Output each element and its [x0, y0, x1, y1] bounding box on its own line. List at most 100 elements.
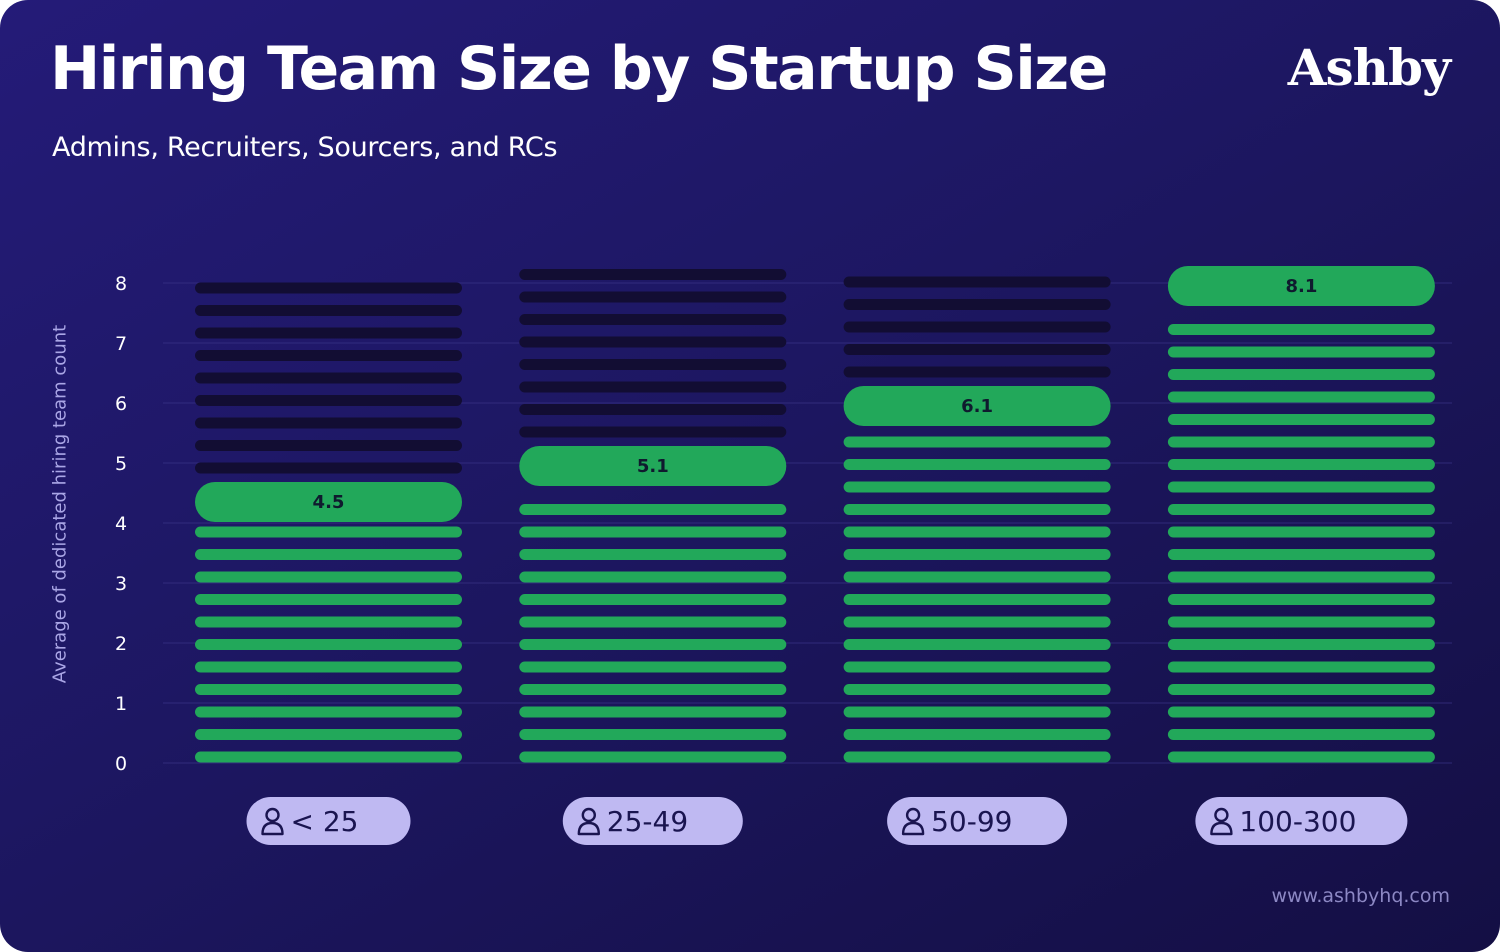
x-category-label: 50-99: [931, 805, 1012, 838]
bar-segment-empty: [195, 395, 462, 406]
bar-segment-filled: [1167, 346, 1435, 358]
bar-segment-filled: [519, 549, 787, 560]
bar-segment-filled: [1167, 526, 1435, 538]
bar-segment-empty: [195, 305, 462, 316]
bar-segment-filled: [1167, 661, 1435, 673]
y-tick-label: 1: [115, 693, 127, 715]
y-tick-label: 5: [115, 453, 127, 475]
bar-value-label: 4.5: [313, 492, 345, 513]
bar-segment-empty: [519, 426, 787, 438]
bar-segment-filled: [519, 526, 787, 538]
category-pill-background: [1195, 797, 1408, 845]
bar-segment-filled: [1167, 571, 1435, 583]
bar-value-cap: [519, 446, 787, 486]
bar-segment-empty: [519, 336, 787, 348]
bar-segment-filled: [1167, 481, 1435, 493]
y-tick-label: 7: [115, 333, 127, 355]
y-tick-label: 4: [115, 513, 127, 535]
bar-segment-filled: [843, 459, 1111, 470]
bar-segment-filled: [843, 481, 1111, 493]
bar-value-label: 6.1: [961, 396, 993, 417]
bar-segment-filled: [195, 616, 462, 628]
bar-segment-filled: [1167, 324, 1435, 335]
bar-segment-filled: [843, 616, 1111, 628]
bar-segment-filled: [519, 639, 787, 650]
bar-segment-filled: [195, 706, 462, 718]
bar-segment-filled: [519, 594, 787, 605]
bar-segment-empty: [843, 299, 1111, 310]
bar-segment-empty: [843, 276, 1111, 288]
bar-segment-filled: [519, 751, 787, 763]
category-pill: 50-99: [887, 797, 1068, 845]
person-icon: [1210, 807, 1233, 836]
bar-segment-filled: [1167, 369, 1435, 380]
bar-segment-filled: [843, 661, 1111, 673]
bar-segment-filled: [519, 706, 787, 718]
bar-segment-empty: [519, 291, 787, 303]
bar-segment-empty: [195, 350, 462, 361]
bar: 5.1: [519, 269, 787, 763]
y-tick-label: 3: [115, 573, 127, 595]
bar-segment-filled: [1167, 436, 1435, 448]
bar-segment-empty: [195, 282, 462, 294]
x-category-label: < 25: [291, 805, 359, 838]
bar-segment-filled: [843, 526, 1111, 538]
bar: 4.5: [195, 282, 462, 763]
bar-segment-filled: [195, 729, 462, 740]
bar-segment-filled: [843, 639, 1111, 650]
category-pill-background: [562, 797, 743, 845]
bar-segment-empty: [195, 417, 462, 429]
bars: 4.5 5.1 6.1 8.1: [195, 266, 1435, 763]
bar-segment-filled: [1167, 729, 1435, 740]
bar-segment-filled: [843, 436, 1111, 448]
bar-segment-filled: [843, 549, 1111, 560]
bar-value-cap: [1167, 266, 1435, 306]
bar-segment-filled: [1167, 391, 1435, 403]
bar-segment-filled: [1167, 594, 1435, 605]
bar-segment-filled: [195, 684, 462, 695]
chart-subtitle: Admins, Recruiters, Sourcers, and RCs: [52, 132, 558, 163]
bar-segment-filled: [843, 751, 1111, 763]
x-category-label: 100-300: [1239, 805, 1356, 838]
bar-value-cap: [195, 482, 462, 522]
bar-segment-empty: [843, 366, 1111, 378]
bar-segment-filled: [195, 639, 462, 650]
bar-segment-filled: [1167, 684, 1435, 695]
bar-segment-filled: [1167, 639, 1435, 650]
brand-logo: Ashby: [1287, 38, 1451, 97]
bar-segment-filled: [195, 526, 462, 538]
bar-segment-empty: [519, 359, 787, 370]
bar-segment-filled: [1167, 706, 1435, 718]
bar-segment-empty: [843, 344, 1111, 355]
person-icon: [261, 807, 284, 836]
bar-segment-empty: [195, 462, 462, 474]
bar-segment-filled: [843, 504, 1111, 515]
bar-segment-empty: [519, 381, 787, 393]
bar-segment-empty: [195, 327, 462, 339]
bar-segment-empty: [843, 321, 1111, 333]
bar-segment-empty: [519, 404, 787, 415]
bar-segment-filled: [843, 571, 1111, 583]
category-pill-background: [246, 797, 411, 845]
bar: 6.1: [843, 276, 1111, 763]
y-tick-label: 8: [115, 273, 127, 295]
bar-segment-filled: [195, 751, 462, 763]
bar-segment-filled: [843, 594, 1111, 605]
bar-segment-filled: [195, 549, 462, 560]
bar-segment-filled: [1167, 616, 1435, 628]
bar-segment-filled: [519, 504, 787, 515]
x-category-label: 25-49: [607, 805, 688, 838]
bar-segment-filled: [1167, 459, 1435, 470]
bar-segment-empty: [195, 440, 462, 451]
y-tick-label: 2: [115, 633, 127, 655]
bar-segment-filled: [519, 571, 787, 583]
person-icon: [901, 807, 925, 836]
y-tick-label: 0: [115, 753, 127, 775]
category-pill: < 25: [246, 797, 411, 845]
bar-segment-empty: [195, 372, 462, 384]
bar-segment-filled: [1167, 414, 1435, 425]
category-pill: 25-49: [562, 797, 743, 845]
bar-segment-filled: [1167, 549, 1435, 560]
